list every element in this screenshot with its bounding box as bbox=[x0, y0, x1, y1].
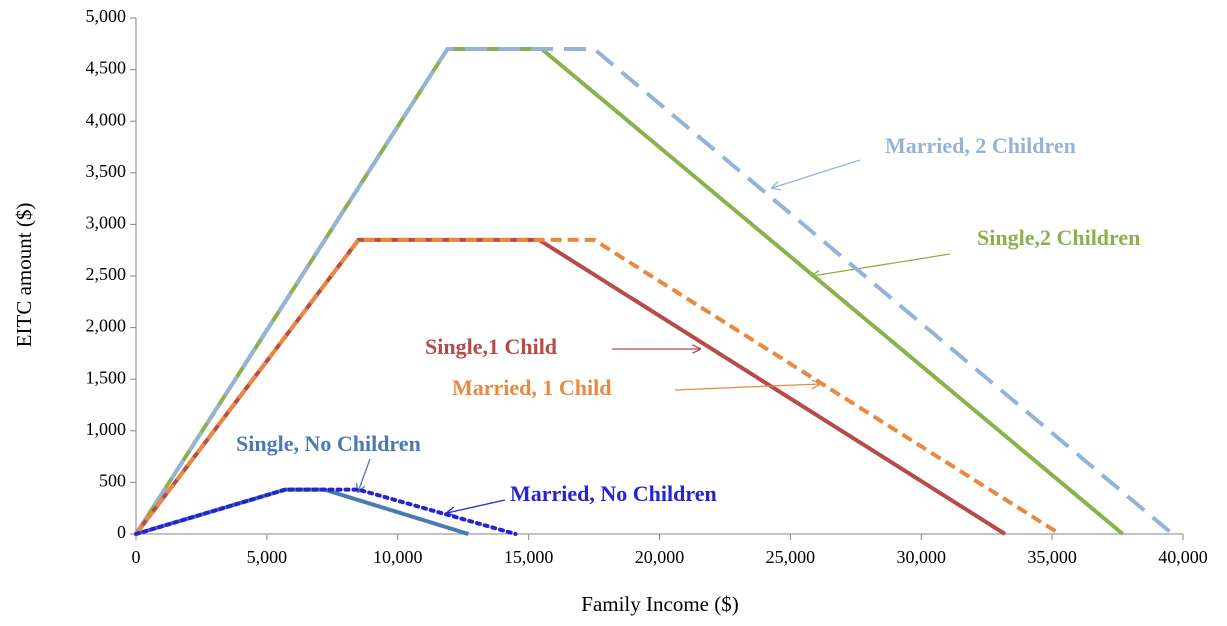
series-label: Married, No Children bbox=[510, 481, 717, 506]
annotation-arrow bbox=[812, 253, 951, 276]
series-label: Single,1 Child bbox=[425, 334, 557, 359]
y-tick-label: 1,500 bbox=[86, 367, 127, 387]
line-series bbox=[134, 487, 518, 536]
line-series bbox=[134, 46, 1174, 536]
annotation-arrow bbox=[772, 159, 861, 188]
y-tick-label: 5,000 bbox=[86, 6, 127, 26]
y-tick-label: 0 bbox=[117, 522, 126, 542]
x-tick-label: 35,000 bbox=[1027, 547, 1077, 567]
x-tick-label: 5,000 bbox=[247, 547, 288, 567]
series-label: Married, 1 Child bbox=[452, 375, 612, 400]
y-tick-label: 2,500 bbox=[86, 264, 127, 284]
y-tick-label: 4,000 bbox=[86, 109, 127, 129]
y-tick-label: 2,000 bbox=[86, 316, 127, 336]
x-tick-label: 10,000 bbox=[373, 547, 423, 567]
series-label: Single,2 Children bbox=[977, 225, 1140, 250]
y-tick-label: 1,000 bbox=[86, 419, 127, 439]
series-label: Married, 2 Children bbox=[885, 133, 1076, 158]
line-series bbox=[135, 487, 470, 536]
y-tick-label: 3,000 bbox=[86, 213, 127, 233]
annotation-arrow bbox=[674, 384, 820, 391]
line-series bbox=[134, 46, 1125, 536]
y-tick-label: 500 bbox=[99, 471, 126, 491]
x-tick-label: 30,000 bbox=[897, 547, 947, 567]
x-tick-label: 0 bbox=[132, 547, 141, 567]
series-label: Single, No Children bbox=[236, 431, 421, 456]
y-tick-label: 4,500 bbox=[86, 58, 127, 78]
annotation-arrow bbox=[358, 458, 371, 492]
y-tick-label: 3,500 bbox=[86, 161, 127, 181]
x-tick-label: 40,000 bbox=[1158, 547, 1208, 567]
y-axis-title: EITC amount ($) bbox=[12, 203, 36, 348]
x-tick-label: 25,000 bbox=[766, 547, 816, 567]
line-series bbox=[134, 237, 1062, 536]
annotation-arrow bbox=[447, 499, 506, 513]
x-tick-label: 15,000 bbox=[504, 547, 554, 567]
x-axis-title: Family Income ($) bbox=[581, 592, 738, 616]
x-tick-label: 20,000 bbox=[635, 547, 685, 567]
